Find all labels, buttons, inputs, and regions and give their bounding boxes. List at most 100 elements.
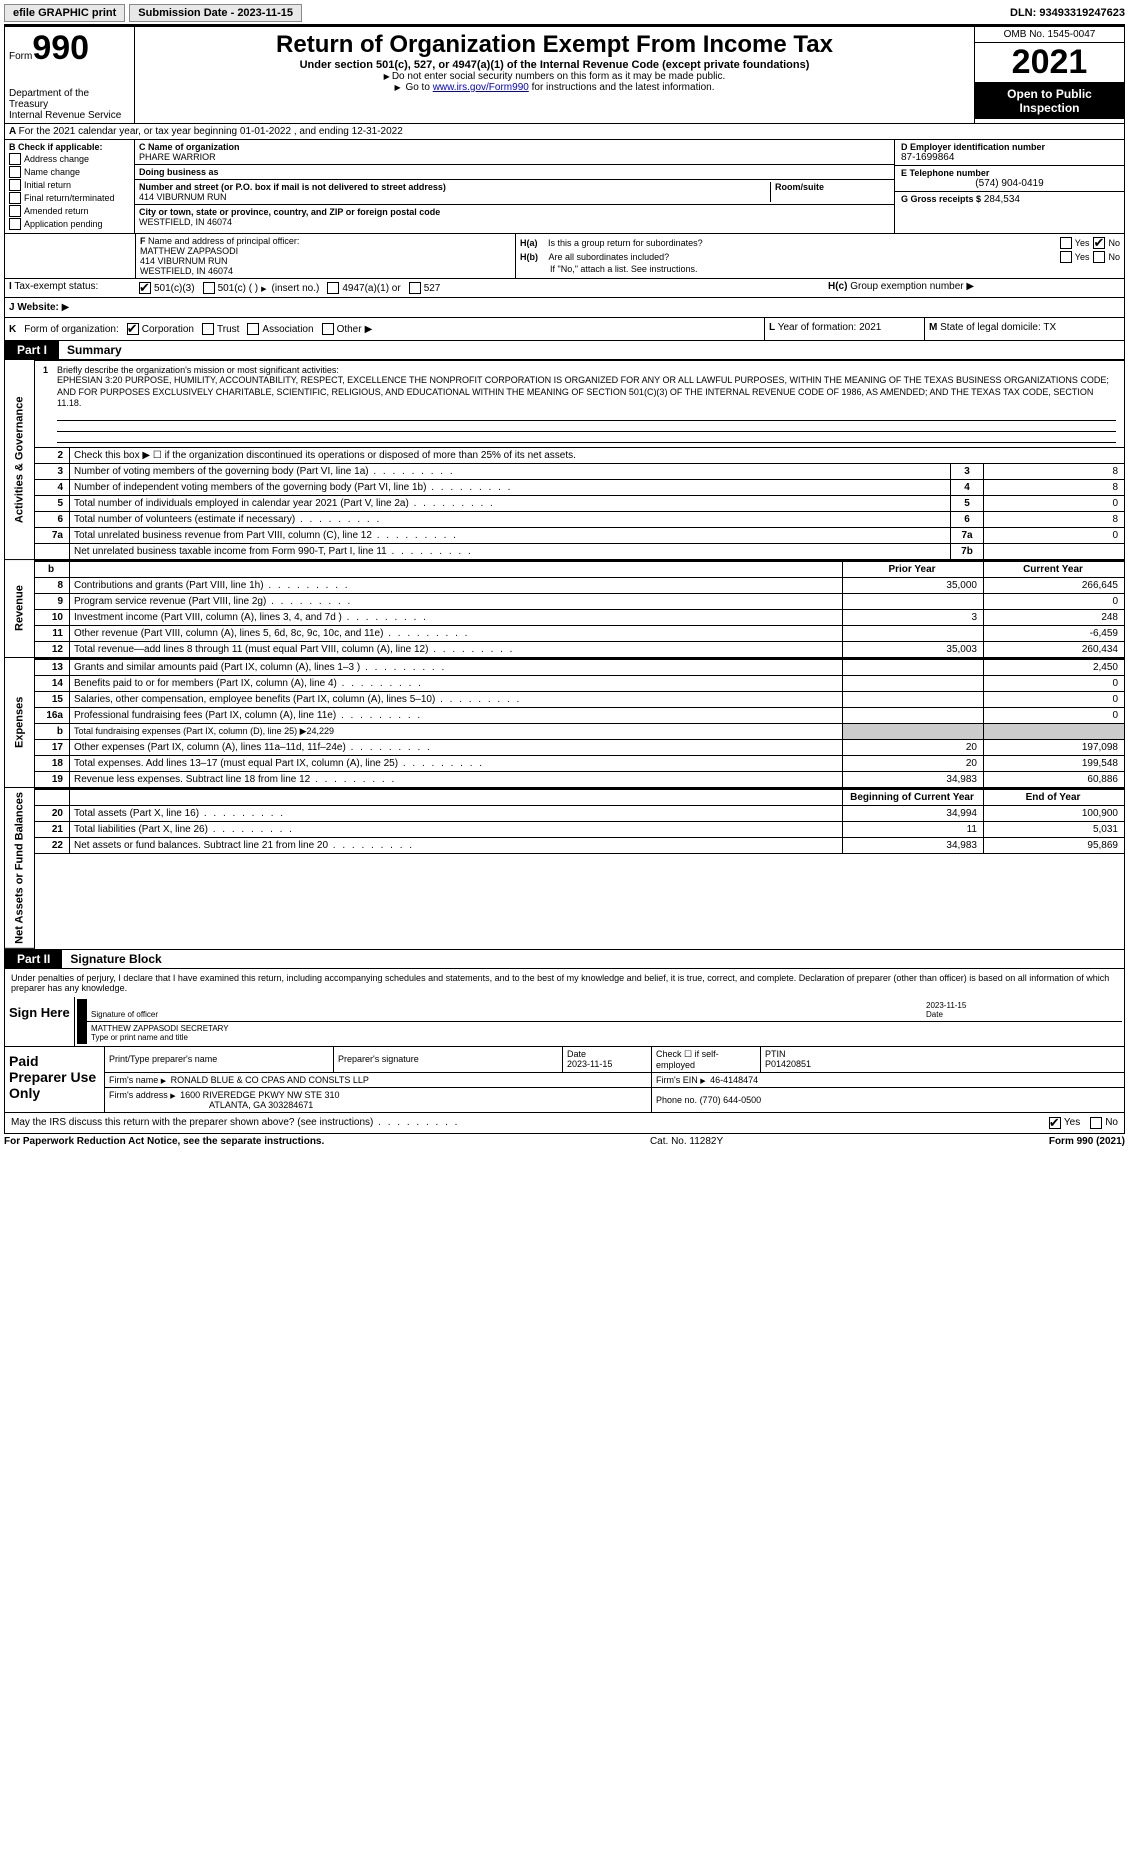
chk-application-pending[interactable]: Application pending (9, 218, 130, 230)
chk-assoc[interactable]: Association (247, 323, 313, 335)
sign-here-label: Sign Here (5, 997, 75, 1046)
header-right: OMB No. 1545-0047 2021 Open to Public In… (974, 27, 1124, 123)
hc-text: Group exemption number (850, 281, 963, 292)
row-fh: F Name and address of principal officer:… (4, 234, 1125, 279)
ha-no[interactable]: No (1093, 237, 1120, 249)
city: WESTFIELD, IN 46074 (139, 217, 232, 227)
addr-lbl: Number and street (or P.O. box if mail i… (139, 182, 446, 192)
gov-lines-table: 2Check this box ▶ ☐ if the organization … (35, 447, 1124, 560)
year-form-lbl: Year of formation: (778, 322, 857, 333)
table-row: 2Check this box ▶ ☐ if the organization … (35, 448, 1124, 464)
prep-sig-lbl: Preparer's signature (338, 1054, 419, 1064)
part-ii-tag: Part II (5, 950, 62, 968)
may-no[interactable]: No (1090, 1117, 1118, 1129)
hb-no[interactable]: No (1093, 251, 1120, 263)
website-lbl: Website: (17, 302, 59, 313)
form-org-lbl: Form of organization: (24, 324, 119, 335)
ptin: P01420851 (765, 1059, 811, 1069)
box-d: D Employer identification number 87-1699… (894, 140, 1124, 233)
ha-text: Is this a group return for subordinates? (548, 238, 703, 248)
table-row: bPrior YearCurrent Year (35, 562, 1124, 578)
vlabel-revenue: Revenue (5, 560, 35, 658)
form-prefix: Form (9, 51, 32, 62)
chk-other[interactable]: Other ▶ (322, 323, 373, 335)
header-left: Form990 Department of the Treasury Inter… (5, 27, 135, 123)
chk-address-change[interactable]: Address change (9, 153, 130, 165)
h-note: If "No," attach a list. See instructions… (520, 264, 1120, 274)
chk-corp[interactable]: Corporation (127, 323, 194, 335)
tax-status-lbl: Tax-exempt status: (14, 281, 98, 292)
state-lbl: State of legal domicile: (940, 322, 1041, 333)
sig-officer-lbl: Signature of officer (91, 1010, 158, 1019)
paid-preparer-table: Print/Type preparer's name Preparer's si… (105, 1047, 1124, 1112)
firm-ein-lbl: Firm's EIN (656, 1075, 698, 1085)
paid-preparer-block: Paid Preparer Use Only Print/Type prepar… (4, 1047, 1125, 1113)
officer-name: MATTHEW ZAPPASODI (140, 246, 238, 256)
prep-date: 2023-11-15 (567, 1059, 612, 1069)
may-discuss-text: May the IRS discuss this return with the… (11, 1117, 459, 1128)
box-f: F Name and address of principal officer:… (135, 234, 515, 278)
row-a-period: A For the 2021 calendar year, or tax yea… (4, 124, 1125, 140)
chk-final-return[interactable]: Final return/terminated (9, 192, 130, 204)
form-title: Return of Organization Exempt From Incom… (139, 31, 970, 59)
ptin-lbl: PTIN (765, 1049, 786, 1059)
firm-phone: (770) 644-0500 (700, 1095, 762, 1105)
table-row: 6Total number of volunteers (estimate if… (35, 512, 1124, 528)
part-ii-header: Part II Signature Block (4, 949, 1125, 969)
dln-label: DLN: 93493319247623 (1010, 7, 1125, 19)
state-val: TX (1043, 322, 1056, 333)
irs-link[interactable]: www.irs.gov/Form990 (433, 82, 529, 93)
chk-amended-return[interactable]: Amended return (9, 205, 130, 217)
part-i-tag: Part I (5, 341, 59, 359)
chk-trust[interactable]: Trust (202, 323, 239, 335)
row-k: K Form of organization: Corporation Trus… (4, 318, 1125, 341)
chk-527[interactable]: 527 (409, 282, 441, 294)
efile-button[interactable]: efile GRAPHIC print (4, 4, 125, 22)
footer-left: For Paperwork Reduction Act Notice, see … (4, 1136, 324, 1147)
hb-yes[interactable]: Yes (1060, 251, 1090, 263)
box-c: C Name of organization PHARE WARRIOR Doi… (135, 140, 894, 233)
box-b-hdr: Check if applicable: (18, 142, 103, 152)
officer-lbl: Name and address of principal officer: (148, 236, 299, 246)
netassets-body: Beginning of Current YearEnd of Year20To… (35, 788, 1124, 949)
firm-name-lbl: Firm's name (109, 1075, 158, 1085)
table-row: 3Number of voting members of the governi… (35, 464, 1124, 480)
table-row: 16aProfessional fundraising fees (Part I… (35, 708, 1124, 724)
sig-intro: Under penalties of perjury, I declare th… (4, 969, 1125, 997)
chk-name-change[interactable]: Name change (9, 166, 130, 178)
rev-lines-table: bPrior YearCurrent Year8Contributions an… (35, 561, 1124, 658)
city-lbl: City or town, state or province, country… (139, 207, 440, 217)
table-row: 19Revenue less expenses. Subtract line 1… (35, 772, 1124, 788)
chk-501c3[interactable]: 501(c)(3) (139, 282, 195, 294)
table-row: bTotal fundraising expenses (Part IX, co… (35, 724, 1124, 740)
tax-year: 2021 (975, 43, 1124, 83)
paid-preparer-label: Paid Preparer Use Only (5, 1047, 105, 1112)
row-j: J Website: ▶ (4, 298, 1125, 318)
chk-501c[interactable]: 501(c) ( ) (insert no.) (203, 282, 320, 294)
note-link: Go to www.irs.gov/Form990 for instructio… (139, 82, 970, 93)
ein: 87-1699864 (901, 152, 1118, 163)
chk-initial-return[interactable]: Initial return (9, 179, 130, 191)
dept-treasury: Department of the Treasury (9, 88, 130, 110)
omb-number: OMB No. 1545-0047 (975, 27, 1124, 43)
officer-addr1: 414 VIBURNUM RUN (140, 256, 228, 266)
year-form-val: 2021 (859, 322, 881, 333)
submission-date-button[interactable]: Submission Date - 2023-11-15 (129, 4, 302, 22)
chk-4947[interactable]: 4947(a)(1) or (327, 282, 400, 294)
firm-addr-lbl: Firm's address (109, 1090, 168, 1100)
box-b: B Check if applicable: Address change Na… (5, 140, 135, 233)
form-subtitle: Under section 501(c), 527, or 4947(a)(1)… (139, 59, 970, 71)
firm-addr2: ATLANTA, GA 303284671 (209, 1100, 313, 1110)
sig-name-lbl: Type or print name and title (91, 1033, 188, 1042)
table-row: 5Total number of individuals employed in… (35, 496, 1124, 512)
gross: 284,534 (984, 194, 1020, 205)
header-mid: Return of Organization Exempt From Incom… (135, 27, 974, 123)
sig-date-lbl: Date (926, 1010, 943, 1019)
vlabel-activities: Activities & Governance (5, 360, 35, 560)
firm-name: RONALD BLUE & CO CPAS AND CONSLTS LLP (171, 1075, 369, 1085)
org-name-lbl: Name of organization (148, 142, 240, 152)
may-yes[interactable]: Yes (1049, 1117, 1080, 1129)
ha-yes[interactable]: Yes (1060, 237, 1090, 249)
footer-right: Form 990 (2021) (1049, 1136, 1125, 1147)
summary-section: Activities & Governance 1Briefly describ… (4, 360, 1125, 949)
